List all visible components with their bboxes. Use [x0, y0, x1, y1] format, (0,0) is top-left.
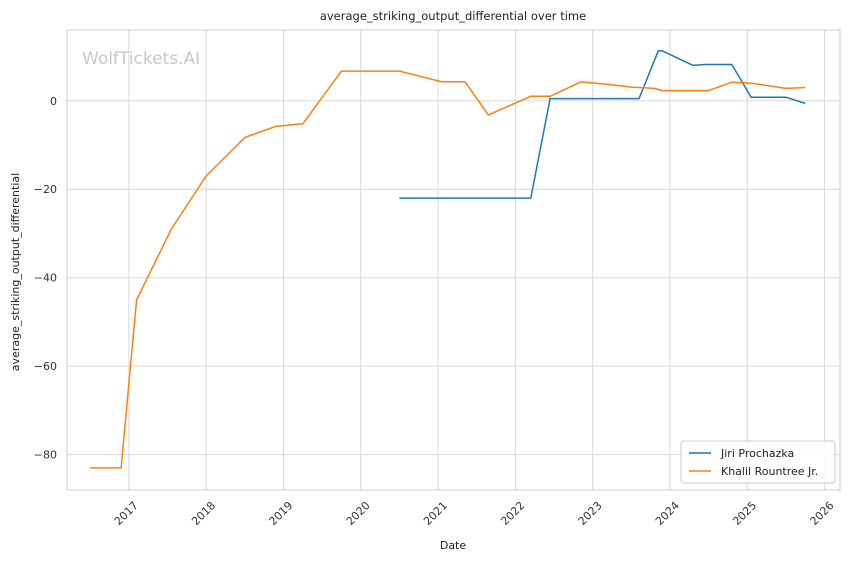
chart-title: average_striking_output_differential ove…: [320, 9, 586, 23]
y-tick-label: −80: [34, 449, 57, 462]
series-line: [399, 50, 806, 199]
watermark: WolfTickets.AI: [82, 49, 200, 69]
y-tick-label: −20: [34, 183, 57, 196]
plot-area-border: [66, 29, 841, 491]
grid: [67, 30, 840, 490]
legend: Jiri Prochazka Khalil Rountree Jr.: [680, 440, 836, 484]
legend-label: Jiri Prochazka: [720, 447, 794, 460]
y-axis-label: average_striking_output_differential: [9, 173, 22, 371]
y-tick-label: −60: [34, 360, 57, 373]
legend-label: Khalil Rountree Jr.: [721, 465, 818, 478]
x-axis-label: Date: [440, 539, 467, 552]
legend-box: [680, 440, 836, 484]
plot-frame: [66, 29, 841, 491]
y-tick-label: 0: [50, 95, 57, 108]
series-layer: [90, 50, 806, 469]
series-line: [90, 70, 806, 469]
y-tick-label: −40: [34, 272, 57, 285]
y-axis-ticks: 0 −20 −40 −60 −80: [34, 95, 57, 462]
